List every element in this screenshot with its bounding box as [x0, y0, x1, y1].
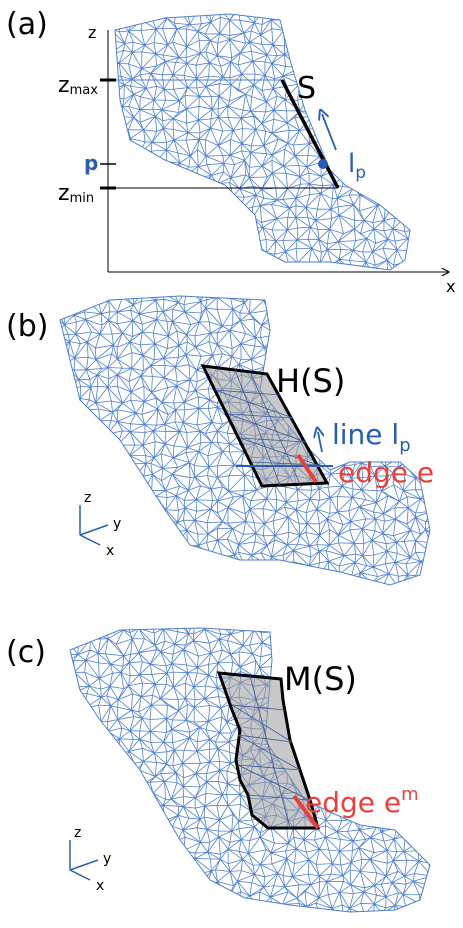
line-lp-label: lp	[348, 149, 366, 183]
panel-b: (b) H(S) line lp edge e z	[6, 295, 434, 586]
edge-e-label: edge e	[338, 456, 434, 489]
triad-c-z: z	[74, 825, 81, 841]
point-p	[318, 159, 328, 169]
line-lp-b-arrow	[318, 432, 322, 453]
hull-hs-mesh	[214, 369, 319, 486]
mesh-triangles	[115, 14, 410, 270]
edge-e	[296, 453, 318, 484]
mesh-b-outline	[59, 295, 431, 586]
panel-c-label: (c)	[6, 635, 46, 670]
mesh-a-outline	[114, 13, 411, 271]
triad-b-x: x	[106, 543, 114, 559]
segment-s-label: S	[297, 71, 316, 106]
mesh-a	[115, 14, 410, 270]
axes-triad-b: z y x	[79, 490, 121, 559]
p-label: p	[84, 151, 98, 175]
zmin-label: zmin	[58, 181, 94, 206]
panel-a-label: (a)	[6, 7, 48, 42]
segment-s	[280, 79, 340, 189]
hull-ms-mesh	[231, 675, 310, 829]
hull-ms-label: M(S)	[284, 660, 357, 698]
x-axis-label: x	[446, 277, 455, 296]
panel-a: (a) z x zmax p zmin S lp	[6, 7, 455, 296]
zmax-label: zmax	[58, 73, 98, 98]
panel-b-label: (b)	[6, 309, 48, 344]
triad-b-z: z	[84, 490, 91, 506]
axes-triad-c: z y x	[69, 825, 111, 894]
mesh-c-outline	[69, 627, 431, 913]
panel-c: (c) M(S) edge em z y x	[6, 627, 431, 913]
triad-c-y: y	[103, 851, 111, 867]
triad-b-y: y	[113, 516, 121, 532]
hull-hs-label: H(S)	[276, 362, 345, 400]
edge-em	[292, 794, 320, 830]
hull-ms	[216, 671, 320, 830]
edge-em-label: edge em	[305, 784, 419, 819]
hull-hs	[200, 364, 330, 488]
z-axis-label: z	[88, 23, 96, 42]
line-lp-b-label: line lp	[332, 418, 411, 456]
line-lp-arrow	[322, 114, 337, 151]
triad-c-x: x	[96, 878, 104, 894]
